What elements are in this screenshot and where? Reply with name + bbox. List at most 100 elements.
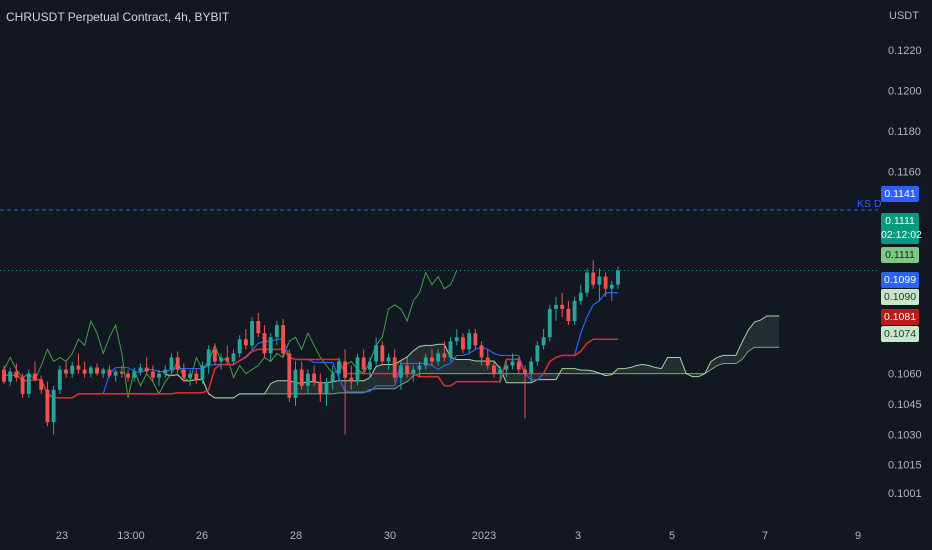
last-price-badge: 0.1111 02:12:02 — [881, 213, 922, 244]
candle-body — [523, 369, 527, 374]
y-tick-label: 0.1180 — [888, 126, 921, 138]
candle-body — [591, 272, 596, 285]
tenkan-line — [3, 292, 618, 399]
candle-body — [107, 369, 112, 376]
x-tick-label: 5 — [669, 530, 675, 542]
candle-body — [535, 345, 540, 362]
candle-body — [343, 361, 348, 378]
candle-body — [399, 365, 403, 378]
candle-body — [150, 371, 155, 378]
candle-body — [237, 339, 242, 354]
candle-body — [504, 365, 509, 370]
candle-body — [485, 357, 490, 366]
candle-body — [603, 276, 608, 289]
candle-body — [609, 284, 614, 289]
candle-body — [113, 371, 118, 376]
candle-body — [380, 345, 385, 362]
candle-body — [287, 353, 292, 398]
candle-body — [169, 357, 174, 370]
x-tick-label: 2023 — [472, 530, 496, 542]
candle-body — [386, 357, 391, 362]
candle-body — [157, 373, 161, 378]
candle-body — [26, 373, 31, 394]
candle-body — [349, 377, 354, 382]
candle-body — [616, 270, 620, 285]
candle-body — [436, 353, 441, 362]
candle-body — [355, 357, 360, 382]
span-b-badge: 0.1074 — [881, 326, 919, 342]
candle-body — [88, 367, 93, 374]
candle-body — [293, 369, 298, 398]
candle-body — [33, 373, 37, 380]
ks-level-label: KS D — [857, 198, 882, 210]
candle-body — [45, 389, 50, 423]
candle-body — [57, 369, 62, 390]
x-tick-label: 30 — [384, 530, 396, 542]
x-tick-label: 7 — [762, 530, 768, 542]
candle-body — [20, 377, 25, 394]
candle-body — [101, 369, 106, 374]
candle-body — [2, 369, 6, 382]
candle-body — [430, 357, 434, 362]
candle-body — [76, 365, 81, 370]
candle-body — [361, 357, 366, 370]
ks-level-badge: 0.1141 — [881, 186, 919, 202]
candle-body — [175, 357, 180, 370]
candle-body — [516, 361, 521, 370]
candle-body — [572, 300, 577, 322]
candle-body — [324, 381, 329, 394]
candle-body — [554, 304, 558, 309]
candle-body — [256, 321, 261, 334]
candle-body — [231, 353, 236, 362]
candle-body — [268, 337, 273, 354]
candle-body — [138, 367, 143, 372]
candle-body — [510, 361, 515, 366]
candle-body — [132, 371, 137, 378]
candle-body — [585, 272, 589, 293]
candle-body — [163, 369, 168, 374]
candle-body — [219, 357, 223, 362]
candle-body — [492, 365, 496, 374]
candle-body — [374, 345, 379, 362]
candle-body — [51, 389, 56, 423]
y-tick-label: 0.1200 — [888, 86, 922, 98]
candle-body — [330, 373, 335, 382]
candle-body — [126, 373, 130, 378]
candle-body — [206, 349, 211, 366]
candle-body — [597, 276, 602, 285]
price-unit: USDT — [889, 10, 919, 22]
candle-body — [461, 337, 465, 350]
candle-body — [578, 292, 583, 301]
x-tick-label: 13:00 — [117, 530, 145, 542]
tenkan-badge: 0.1099 — [881, 272, 919, 288]
candle-body — [70, 365, 75, 374]
candle-body — [200, 365, 205, 380]
candle-body — [423, 357, 428, 366]
candle-body — [417, 365, 422, 370]
candle-body — [529, 361, 534, 374]
candle-body — [498, 369, 503, 374]
candle-body — [95, 367, 99, 374]
candle-body — [467, 333, 472, 350]
symbol-title[interactable]: CHRUSDT Perpetual Contract, 4h, BYBIT — [6, 10, 230, 24]
candle-body — [479, 345, 484, 358]
candle-body — [119, 371, 124, 374]
candle-body — [405, 365, 410, 374]
x-tick-label: 3 — [575, 530, 581, 542]
candle-body — [541, 337, 546, 346]
candle-body — [225, 357, 230, 362]
y-tick-label: 0.1001 — [888, 488, 922, 500]
bar-countdown: 02:12:02 — [881, 229, 922, 241]
y-tick-label: 0.1060 — [888, 369, 922, 381]
candle-body — [305, 373, 310, 386]
candle-body — [454, 337, 459, 342]
x-tick-label: 26 — [196, 530, 208, 542]
candle-body — [560, 304, 565, 309]
candle-body — [318, 381, 323, 394]
candle-body — [367, 361, 372, 370]
candle-body — [336, 361, 341, 374]
candle-body — [144, 367, 149, 372]
y-tick-label: 0.1045 — [888, 399, 922, 411]
